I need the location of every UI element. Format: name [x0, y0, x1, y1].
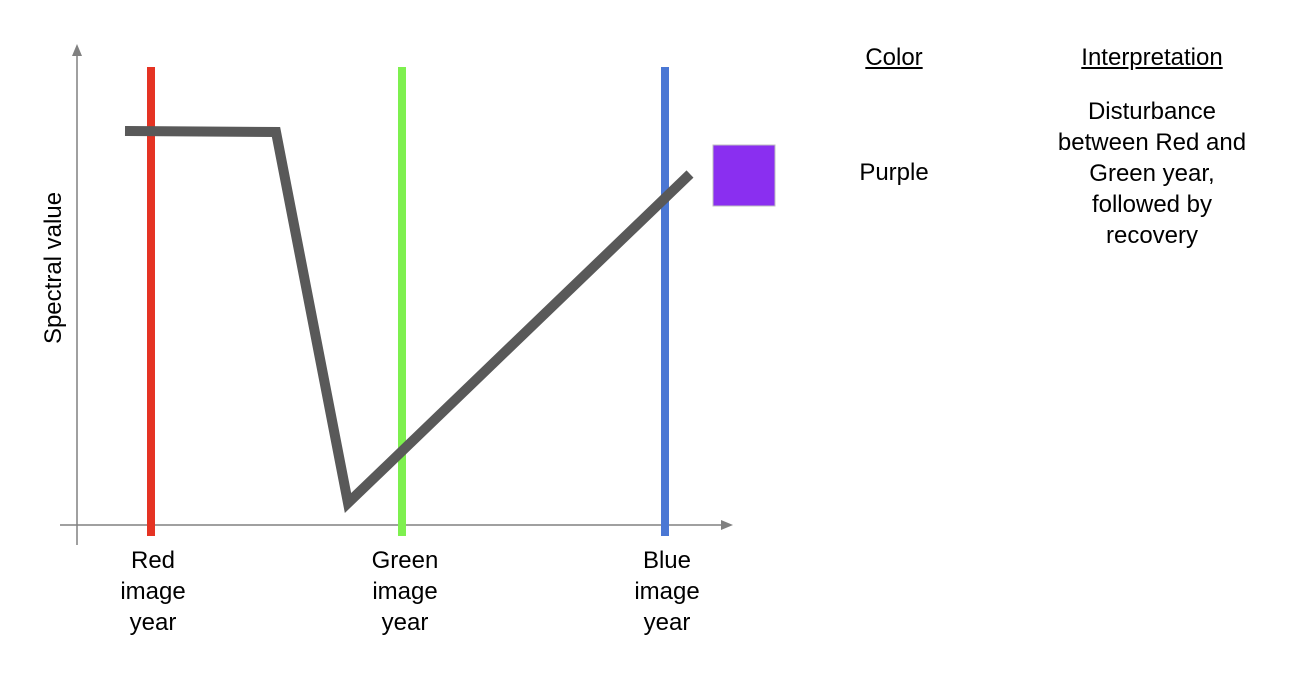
svg-text:image: image: [634, 578, 699, 605]
color-value: Purple: [859, 159, 929, 186]
y-axis-arrowhead: [72, 44, 82, 56]
spectral-trajectory-line: [124, 126, 694, 513]
color-column-header: Color: [865, 44, 923, 71]
purple-color-swatch: [712, 144, 776, 207]
x-label-blue-year: Blue image year: [634, 547, 699, 636]
spectral-trajectory-diagram: Spectral value Red image year Green imag…: [40, 44, 776, 636]
svg-text:year: year: [382, 609, 429, 636]
x-label-red-year: Red image year: [120, 547, 185, 636]
x-label-green-year: Green image year: [372, 547, 439, 636]
interpretation-column-header: Interpretation: [1081, 44, 1223, 71]
interpretation-value: Disturbance between Red and Green year, …: [1057, 98, 1247, 249]
y-axis-label: Spectral value: [40, 192, 67, 344]
svg-text:Red: Red: [131, 547, 175, 574]
svg-text:year: year: [130, 609, 177, 636]
svg-text:Green: Green: [372, 547, 439, 574]
svg-text:image: image: [120, 578, 185, 605]
svg-text:image: image: [372, 578, 437, 605]
svg-text:year: year: [644, 609, 691, 636]
x-axis-arrowhead: [721, 520, 733, 530]
svg-text:Blue: Blue: [643, 547, 691, 574]
